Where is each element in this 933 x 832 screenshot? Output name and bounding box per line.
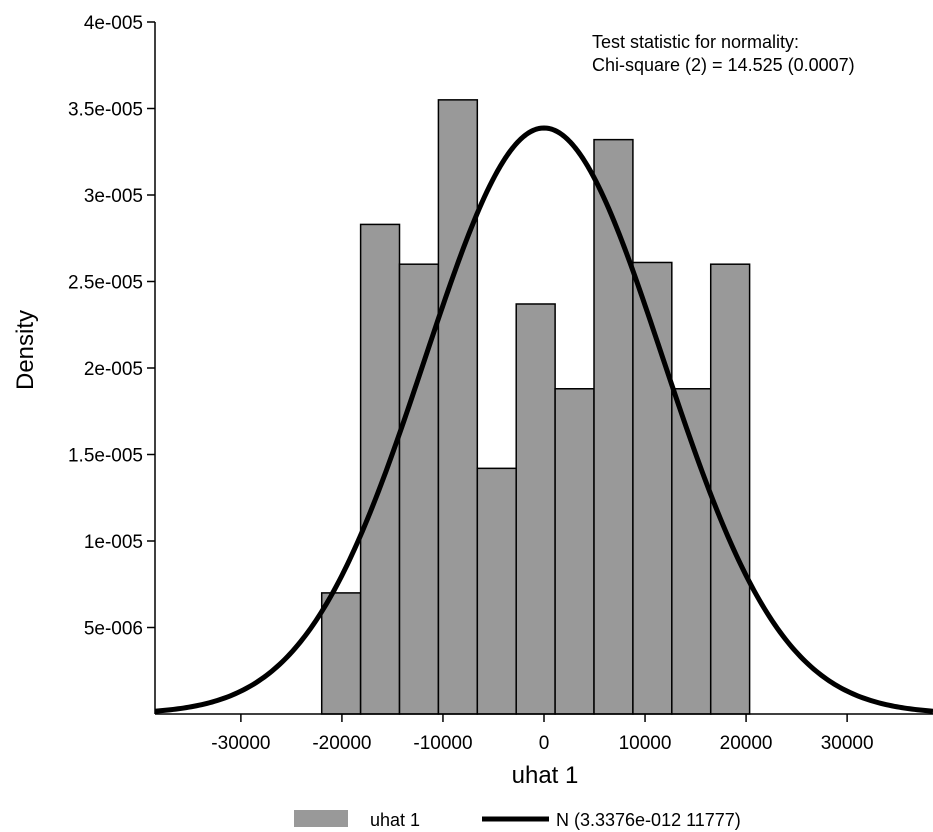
normality-test-value: Chi-square (2) = 14.525 (0.0007) xyxy=(592,55,855,75)
y-tick-label: 5e-006 xyxy=(84,619,143,640)
histogram-bar xyxy=(515,303,556,715)
y-tick-label: 3e-005 xyxy=(84,186,143,207)
histogram-bar xyxy=(320,592,362,715)
x-tick-label: 20000 xyxy=(720,733,773,754)
legend-label-normal-curve: N (3.3376e-012 11777) xyxy=(556,810,741,830)
y-tick-label: 1e-005 xyxy=(84,532,143,553)
x-tick-label: 30000 xyxy=(821,733,874,754)
normal-density-curve xyxy=(154,125,933,714)
histogram-bar xyxy=(359,223,401,715)
x-axis-title: uhat 1 xyxy=(512,762,579,789)
y-axis-ticks: 5e-006 1e-005 1.5e-005 2e-005 2.5e-005 3e-005… xyxy=(68,13,155,640)
y-axis-title: Density xyxy=(12,310,39,390)
legend: uhat 1 N (3.3376e-012 11777) xyxy=(294,810,741,830)
legend-label-histogram: uhat 1 xyxy=(370,810,420,830)
histogram-bar xyxy=(632,261,673,715)
x-tick-label: 0 xyxy=(539,733,550,754)
histogram-bar xyxy=(709,263,751,715)
histogram-bars xyxy=(320,99,751,715)
x-tick-label: -30000 xyxy=(211,733,270,754)
y-tick-label: 3.5e-005 xyxy=(68,100,143,121)
y-tick-label: 2e-005 xyxy=(84,359,143,380)
y-tick-label: 4e-005 xyxy=(84,13,143,34)
legend-swatch-histogram xyxy=(294,810,348,827)
histogram-bar xyxy=(476,467,517,715)
histogram-bar xyxy=(437,99,479,715)
normality-test-label: Test statistic for normality: xyxy=(592,32,799,52)
y-tick-label: 1.5e-005 xyxy=(68,446,143,467)
x-tick-label: 10000 xyxy=(619,733,672,754)
histogram-bar xyxy=(554,388,595,715)
x-axis-ticks: -30000 -20000 -10000 0 10000 20000 30000 xyxy=(211,714,874,754)
x-tick-label: -10000 xyxy=(413,733,472,754)
y-tick-label: 2.5e-005 xyxy=(68,273,143,294)
histogram-bar xyxy=(593,138,634,715)
x-tick-label: -20000 xyxy=(312,733,371,754)
